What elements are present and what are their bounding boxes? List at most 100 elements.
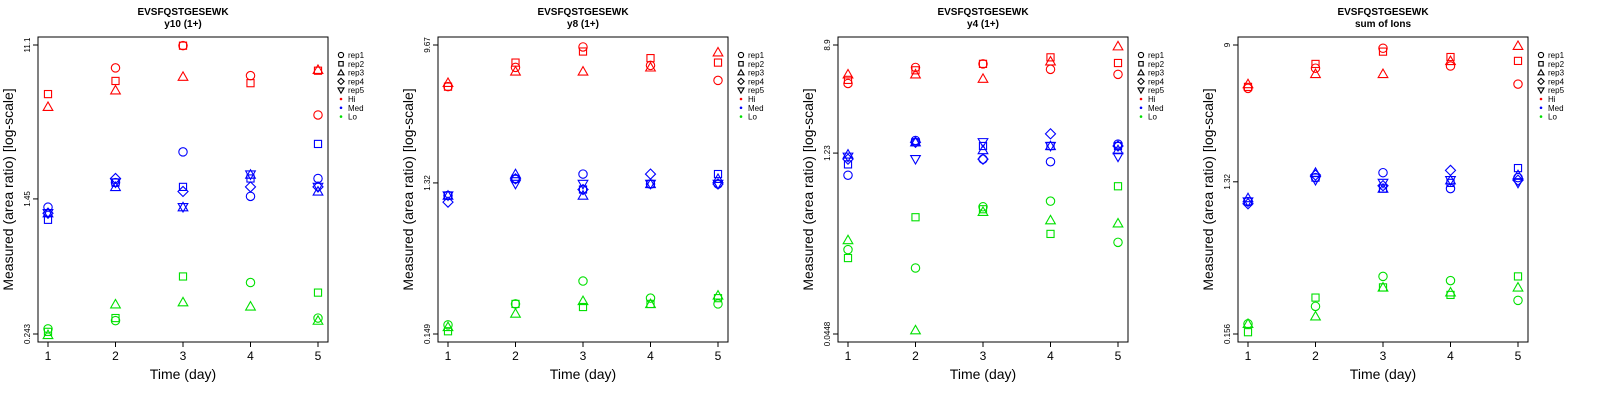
point-hi-rep1-day3 — [1378, 43, 1388, 53]
point-hi-rep2-day3 — [1378, 47, 1388, 56]
point-lo-rep3-day2 — [909, 324, 922, 335]
x-axis-label: Time (day) — [950, 366, 1016, 382]
point-med-rep2-day3 — [978, 141, 988, 151]
legend-marker-rep5 — [737, 87, 745, 95]
legend-label-rep3: rep3 — [1548, 69, 1565, 78]
legend-dot-hi — [1139, 97, 1143, 101]
point-hi-rep2-day4 — [1046, 53, 1055, 62]
legend-marker-rep4 — [337, 77, 345, 86]
legend-label-rep5: rep5 — [748, 86, 765, 95]
point-med-rep3-day1 — [442, 189, 454, 200]
y-tick-label: 1.23 — [823, 145, 832, 161]
point-med-rep2-day5 — [1513, 163, 1523, 173]
point-hi-rep2-day2 — [511, 58, 520, 67]
point-lo-rep3-day5 — [312, 314, 324, 325]
legend-label-med: Med — [748, 104, 764, 113]
legend-marker-rep2 — [338, 61, 344, 67]
x-tick-label: 5 — [1115, 349, 1122, 363]
legend-dot-med — [1139, 106, 1143, 110]
chart-subtitle: y10 (1+) — [164, 19, 202, 30]
point-med-rep2-day3 — [578, 185, 588, 194]
point-hi-rep3-day1 — [1242, 78, 1254, 89]
point-lo-rep2-day2 — [511, 299, 520, 309]
y-tick-label: 8.9 — [823, 39, 832, 51]
point-hi-rep1-day5 — [313, 110, 323, 120]
point-hi-rep3-day5 — [1512, 39, 1524, 50]
y-axis-label: Measured (area ratio) [log-scale] — [800, 88, 816, 290]
point-hi-rep2-day2 — [1311, 59, 1320, 69]
legend-label-rep5: rep5 — [1148, 86, 1165, 95]
point-lo-rep3-day3 — [177, 296, 189, 307]
legend-dot-med — [1539, 106, 1543, 110]
x-tick-label: 5 — [315, 349, 322, 363]
point-med-rep4-day3 — [177, 185, 189, 198]
point-hi-rep1-day2 — [1310, 63, 1321, 73]
legend-dot-lo — [739, 115, 743, 118]
point-lo-rep2-day1 — [443, 327, 453, 336]
point-lo-rep1-day3 — [1378, 271, 1388, 282]
point-lo-rep1-day5 — [1513, 295, 1523, 306]
legend-marker-rep2 — [1538, 61, 1544, 67]
legend-dot-med — [739, 106, 743, 110]
x-axis-label: Time (day) — [550, 366, 616, 382]
point-lo-rep2-day5 — [1513, 272, 1523, 281]
x-tick-label: 2 — [912, 349, 919, 363]
point-med-rep1-day3 — [978, 154, 988, 164]
point-lo-rep3-day4 — [244, 300, 257, 311]
legend-label-lo: Lo — [1548, 113, 1557, 122]
panel-4: EVSFQSTGESEWK sum of Ions 1 2 3 4 5 0.156 1.32 9 T… — [1200, 0, 1600, 400]
legend-label-lo: Lo — [348, 113, 357, 122]
point-med-rep1-day4 — [1045, 156, 1056, 167]
point-med-rep5-day2 — [109, 178, 122, 189]
point-med-rep5-day1 — [842, 152, 854, 163]
point-hi-rep3-day5 — [312, 63, 324, 74]
legend-dot-lo — [339, 115, 343, 118]
legend-marker-rep1 — [1537, 51, 1545, 59]
point-hi-rep3-day4 — [644, 61, 657, 72]
point-med-rep5-day3 — [1377, 178, 1389, 189]
x-tick-label: 4 — [1447, 349, 1454, 363]
point-lo-rep1-day2 — [910, 263, 921, 273]
legend-label-hi: Hi — [1548, 95, 1556, 104]
point-hi-rep2-day4 — [1446, 52, 1455, 62]
x-tick-label: 3 — [180, 349, 187, 363]
point-med-rep1-day3 — [178, 147, 188, 157]
point-hi-rep1-day1 — [1243, 83, 1253, 94]
legend-marker-rep2 — [1138, 61, 1144, 67]
legend-label-rep2: rep2 — [1548, 60, 1565, 69]
legend-label-rep4: rep4 — [348, 77, 365, 86]
point-lo-rep2-day3 — [578, 302, 588, 312]
point-med-rep5-day3 — [177, 203, 189, 214]
legend-marker-rep1 — [1137, 51, 1145, 59]
legend-label-med: Med — [1548, 104, 1564, 113]
legend-label-rep3: rep3 — [1148, 69, 1165, 78]
point-lo-rep2-day3 — [978, 205, 988, 214]
legend-label-hi: Hi — [1148, 95, 1156, 104]
point-hi-rep3-day3 — [177, 70, 189, 81]
point-hi-rep1-day5 — [1113, 69, 1123, 80]
point-med-rep3-day2 — [509, 168, 522, 179]
legend-marker-rep3 — [337, 68, 345, 76]
point-med-rep3-day5 — [312, 185, 324, 196]
x-tick-label: 3 — [980, 349, 987, 363]
point-hi-rep2-day3 — [178, 41, 188, 50]
x-tick-label: 3 — [580, 349, 587, 363]
legend-dot-lo — [1139, 115, 1143, 118]
point-lo-rep2-day5 — [1113, 182, 1123, 191]
legend-label-rep2: rep2 — [748, 60, 765, 69]
point-lo-rep3-day1 — [1242, 317, 1254, 328]
legend-marker-rep3 — [737, 68, 745, 76]
data-points — [1242, 39, 1524, 337]
x-axis-label: Time (day) — [1350, 366, 1416, 382]
point-med-rep5-day2 — [509, 179, 522, 190]
x-tick-label: 4 — [1047, 349, 1054, 363]
point-med-rep1-day1 — [43, 202, 53, 212]
x-tick-label: 4 — [247, 349, 254, 363]
point-lo-rep3-day3 — [977, 205, 989, 216]
point-med-rep4-day4 — [1044, 128, 1057, 140]
x-axis-label: Time (day) — [150, 366, 216, 382]
point-hi-rep3-day3 — [577, 65, 589, 76]
point-med-rep1-day5 — [1113, 139, 1123, 149]
point-lo-rep3-day2 — [1309, 310, 1322, 321]
